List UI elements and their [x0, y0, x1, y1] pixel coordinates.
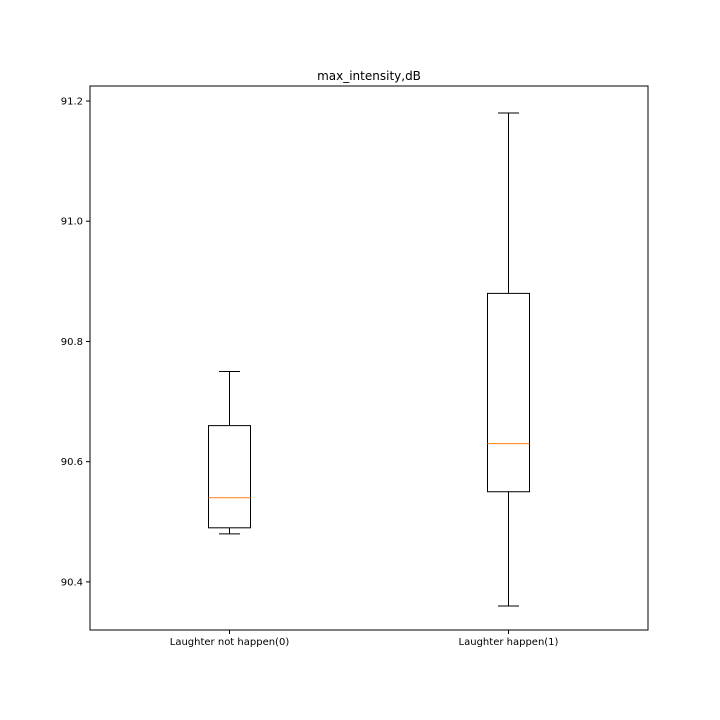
y-tick-label: 91.0 [61, 217, 83, 228]
x-tick-label: Laughter not happen(0) [170, 637, 290, 648]
y-tick-label: 91.2 [61, 97, 83, 108]
axes-frame [89, 85, 649, 631]
iqr-box [208, 425, 251, 529]
plot-area: 90.4 90.6 90.8 91.0 91.2 Laughter not happen(… [61, 85, 649, 648]
y-tick-label: 90.8 [61, 337, 83, 348]
iqr-box [487, 292, 530, 493]
y-tick-label: 90.4 [61, 577, 83, 588]
y-tick-label: 90.6 [61, 457, 83, 468]
chart-title: max_intensity,dB [317, 69, 421, 83]
x-tick-label: Laughter happen(1) [459, 637, 559, 648]
